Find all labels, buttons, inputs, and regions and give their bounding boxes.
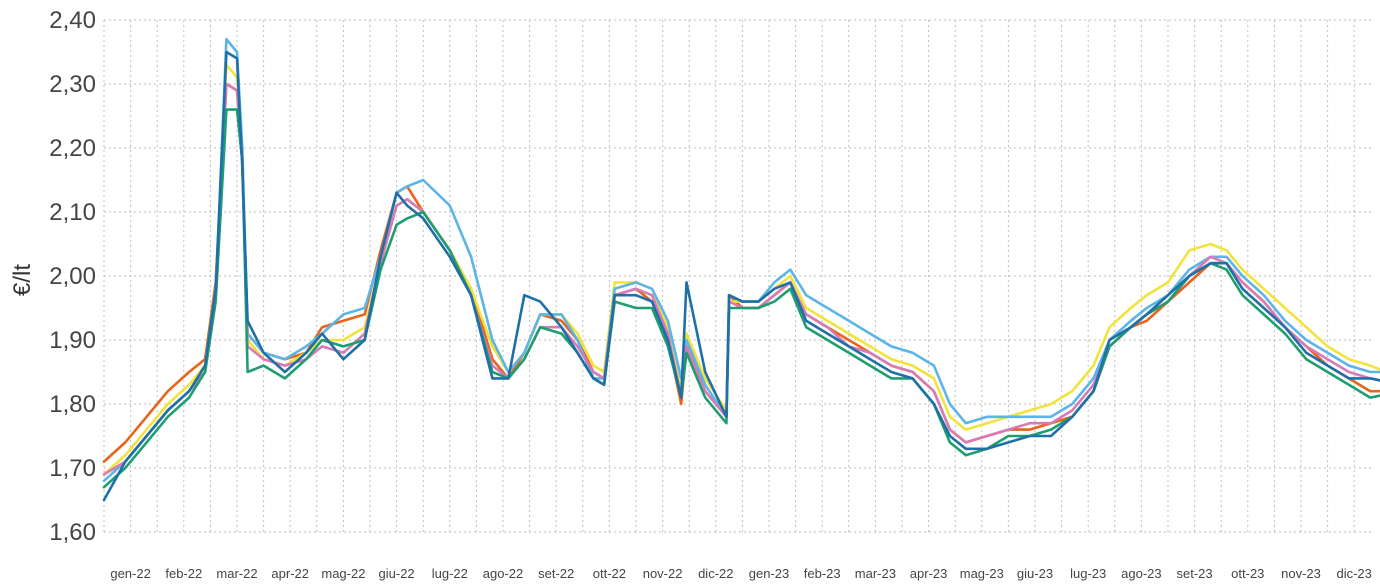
y-tick-label: 1,90 bbox=[49, 327, 96, 354]
x-tick-label: feb-23 bbox=[804, 566, 841, 581]
x-tick-label: apr-22 bbox=[271, 566, 309, 581]
y-tick-label: 1,70 bbox=[49, 455, 96, 482]
x-tick-label: ott-22 bbox=[593, 566, 626, 581]
x-tick-label: giu-23 bbox=[1017, 566, 1053, 581]
x-tick-label: mag-23 bbox=[960, 566, 1004, 581]
y-axis-label: €/lt bbox=[9, 264, 36, 296]
y-tick-label: 1,60 bbox=[49, 519, 96, 546]
x-tick-label: ago-23 bbox=[1121, 566, 1161, 581]
series-line-6 bbox=[102, 50, 1380, 502]
x-tick-label: lug-23 bbox=[1070, 566, 1106, 581]
series-lines bbox=[102, 37, 1380, 502]
y-tick-label: 2,20 bbox=[49, 135, 96, 162]
x-tick-label: ott-23 bbox=[1231, 566, 1264, 581]
x-tick-label: mag-22 bbox=[321, 566, 365, 581]
x-tick-label: mar-22 bbox=[216, 566, 257, 581]
x-tick-label: gen-22 bbox=[110, 566, 150, 581]
x-tick-label: giu-22 bbox=[379, 566, 415, 581]
x-tick-label: dic-23 bbox=[1336, 566, 1371, 581]
y-tick-label: 2,10 bbox=[49, 199, 96, 226]
y-axis-ticks: 1,60 1,70 1,80 1,90 2,00 2,10 2,20 2,30 2,40 bbox=[49, 7, 96, 546]
series-line-3 bbox=[102, 37, 1380, 483]
x-tick-label: dic-22 bbox=[698, 566, 733, 581]
x-tick-label: set-22 bbox=[538, 566, 574, 581]
y-tick-label: 2,40 bbox=[49, 7, 96, 34]
x-tick-label: set-23 bbox=[1177, 566, 1213, 581]
x-axis-ticks: gen-22 feb-22 mar-22 apr-22 mag-22 giu-22 lug-… bbox=[110, 566, 1372, 581]
y-tick-label: 2,00 bbox=[49, 263, 96, 290]
x-tick-label: ago-22 bbox=[483, 566, 523, 581]
x-tick-label: apr-23 bbox=[910, 566, 948, 581]
x-tick-label: mar-23 bbox=[855, 566, 896, 581]
x-tick-label: lug-22 bbox=[432, 566, 468, 581]
y-tick-label: 1,80 bbox=[49, 391, 96, 418]
x-tick-label: gen-23 bbox=[749, 566, 789, 581]
x-tick-label: feb-22 bbox=[165, 566, 202, 581]
x-tick-label: nov-23 bbox=[1281, 566, 1321, 581]
x-tick-label: nov-22 bbox=[643, 566, 683, 581]
y-tick-label: 2,30 bbox=[49, 71, 96, 98]
